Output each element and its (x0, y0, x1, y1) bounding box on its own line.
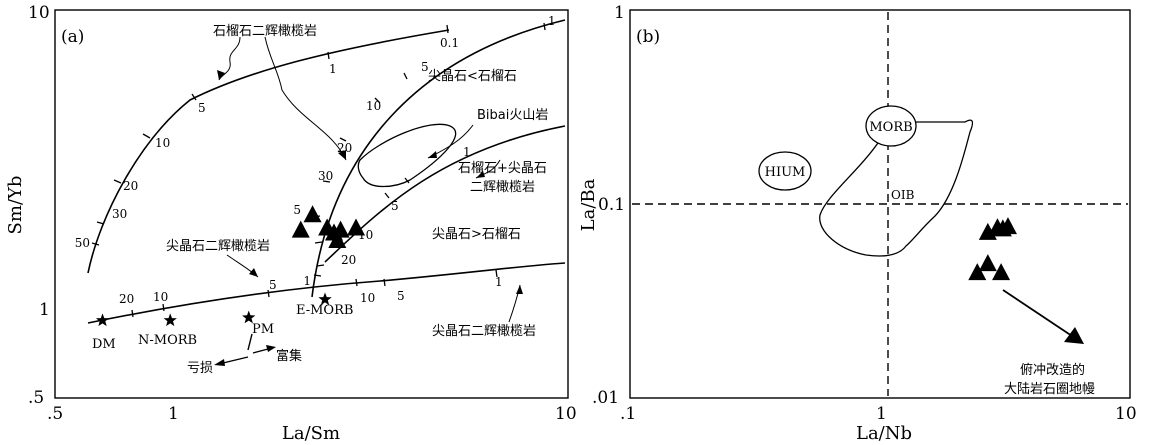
garnet-lherzolite-curve (87, 29, 450, 274)
melt-tick-label: 0.1 (440, 36, 459, 50)
melt-tick-label: 20 (119, 292, 134, 306)
region-label-spinel-gt-garnet: 尖晶石>石榴石 (432, 227, 521, 242)
x-axis-label-a: La/Sm (282, 423, 340, 444)
panel-label-b: (b) (636, 27, 660, 47)
melt-tick-label: 30 (112, 207, 127, 221)
leader-arrowheads-a (217, 70, 523, 294)
garnet-spinel-lherzolite-curve (324, 125, 566, 263)
x-tick-label-a-2: 10 (555, 404, 577, 424)
x-tick-label-a-0: .5 (47, 404, 63, 424)
panel-b: (b) .1 1 10 .01 0.1 1 La/Nb La/Ba MORB H… (578, 3, 1137, 444)
spinel-lt-garnet-curve (311, 19, 566, 298)
mixing-bar (247, 333, 253, 351)
sample-triangle-marker (992, 263, 1011, 281)
annotation-arrow (1002, 289, 1073, 337)
curve-label-spinel-lherzolite-upper: 尖晶石二辉橄榄岩 (166, 238, 270, 254)
annotation-line-1: 俯冲改造的 (1020, 362, 1085, 378)
panel-label-a: (a) (61, 27, 84, 47)
sample-triangle-marker (978, 254, 997, 272)
region-label-hium: HIUM (765, 165, 806, 180)
plot-frame-a (54, 9, 569, 399)
melt-tick-label: 10 (153, 290, 168, 304)
curve-label-lherzolite: 二辉橄榄岩 (470, 179, 535, 195)
arrowhead-enriched (266, 345, 276, 352)
sample-triangle-marker (978, 222, 997, 240)
arrow-enriched (252, 348, 269, 354)
y-tick-label-b-0: .01 (592, 388, 619, 408)
x-tick-label-a-1: 1 (168, 404, 179, 424)
melt-tick-label: 1 (548, 14, 556, 28)
reference-label-dm: DM (92, 337, 116, 352)
reference-label-pm: PM (252, 322, 274, 337)
reference-label-emorb: E-MORB (296, 303, 353, 318)
sample-triangle-marker (291, 220, 310, 238)
x-tick-label-b-0: .1 (620, 404, 636, 424)
melt-tick-label: 1 (463, 145, 471, 159)
melt-tick-label: 20 (341, 253, 356, 267)
field-label-bibai: Bibai火山岩 (477, 108, 548, 123)
data-marks-b (968, 217, 1017, 281)
region-label-oib: OIB (891, 188, 915, 202)
y-tick-label-a-0: .5 (28, 388, 44, 408)
x-tick-label-b-1: 1 (876, 404, 887, 424)
melt-tick-label: 5 (293, 203, 301, 217)
sample-triangle-marker (303, 205, 322, 223)
oib-field (819, 119, 974, 257)
y-axis-label-a: Sm/Yb (5, 176, 26, 235)
reference-star-marker (163, 313, 177, 327)
reference-label-nmorb: N-MORB (138, 333, 197, 348)
melt-tick-label: 5 (421, 60, 429, 74)
melt-tick-label: 30 (318, 169, 333, 183)
arrowhead-depleted (214, 359, 225, 366)
morb-ellipse (865, 105, 917, 147)
y-tick-label-b-2: 1 (614, 3, 625, 23)
curve-ticks-a (91, 22, 546, 318)
data-marks-a (95, 205, 366, 327)
melt-tick-label: 1 (329, 62, 337, 76)
panel-a: (a) .5 1 10 .5 1 10 La/Sm Sm/Yb (5, 3, 577, 444)
annotation-arrowhead (1064, 327, 1084, 344)
annotation-line-2: 大陆岩石圈地幔 (1004, 381, 1095, 397)
bibai-field (357, 123, 457, 188)
melt-tick-label: 1 (303, 274, 311, 288)
melt-tick-label: 1 (495, 275, 503, 289)
curve-label-spinel-lherzolite-lower: 尖晶石二辉橄榄岩 (432, 323, 536, 339)
y-tick-label-a-1: 1 (39, 300, 50, 320)
melt-tick-label: 10 (360, 291, 375, 305)
y-tick-label-a-2: 10 (28, 3, 50, 23)
y-axis-label-b: La/Ba (578, 178, 599, 231)
hium-ellipse (758, 151, 812, 191)
melt-tick-label: 5 (397, 289, 405, 303)
arrow-depleted (222, 356, 249, 364)
x-tick-label-b-2: 10 (1115, 404, 1137, 424)
melt-tick-label: 50 (75, 236, 90, 250)
melt-tick-label: 10 (366, 99, 381, 113)
region-label-morb: MORB (869, 120, 912, 135)
sample-triangle-marker (347, 218, 366, 236)
reference-star-marker (95, 313, 110, 327)
sample-triangle-marker (968, 263, 987, 281)
arrow-label-depleted: 亏损 (187, 361, 213, 376)
x-axis-label-b: La/Nb (856, 423, 912, 444)
melt-tick-label: 5 (198, 101, 206, 115)
curve-label-spinel-lt-garnet: 尖晶石<石榴石 (428, 69, 517, 84)
spinel-lherzolite-curve (87, 262, 566, 324)
melt-tick-label: 5 (391, 199, 399, 213)
melt-tick-label: 5 (269, 278, 277, 292)
y-tick-label-b-1: 0.1 (598, 195, 625, 215)
sample-triangle-marker (998, 217, 1017, 235)
melt-tick-label: 20 (123, 179, 138, 193)
reference-star-marker (318, 292, 332, 306)
curve-label-garnet-lherzolite: 石榴石二辉橄榄岩 (213, 23, 317, 39)
reference-star-marker (242, 310, 256, 324)
curve-label-garnet-spinel: 石榴石+尖晶石 (458, 161, 547, 176)
arrow-label-enriched: 富集 (276, 348, 302, 364)
sample-triangle-marker (328, 231, 347, 249)
melt-tick-label: 10 (155, 136, 170, 150)
plot-frame-b (629, 9, 1131, 399)
